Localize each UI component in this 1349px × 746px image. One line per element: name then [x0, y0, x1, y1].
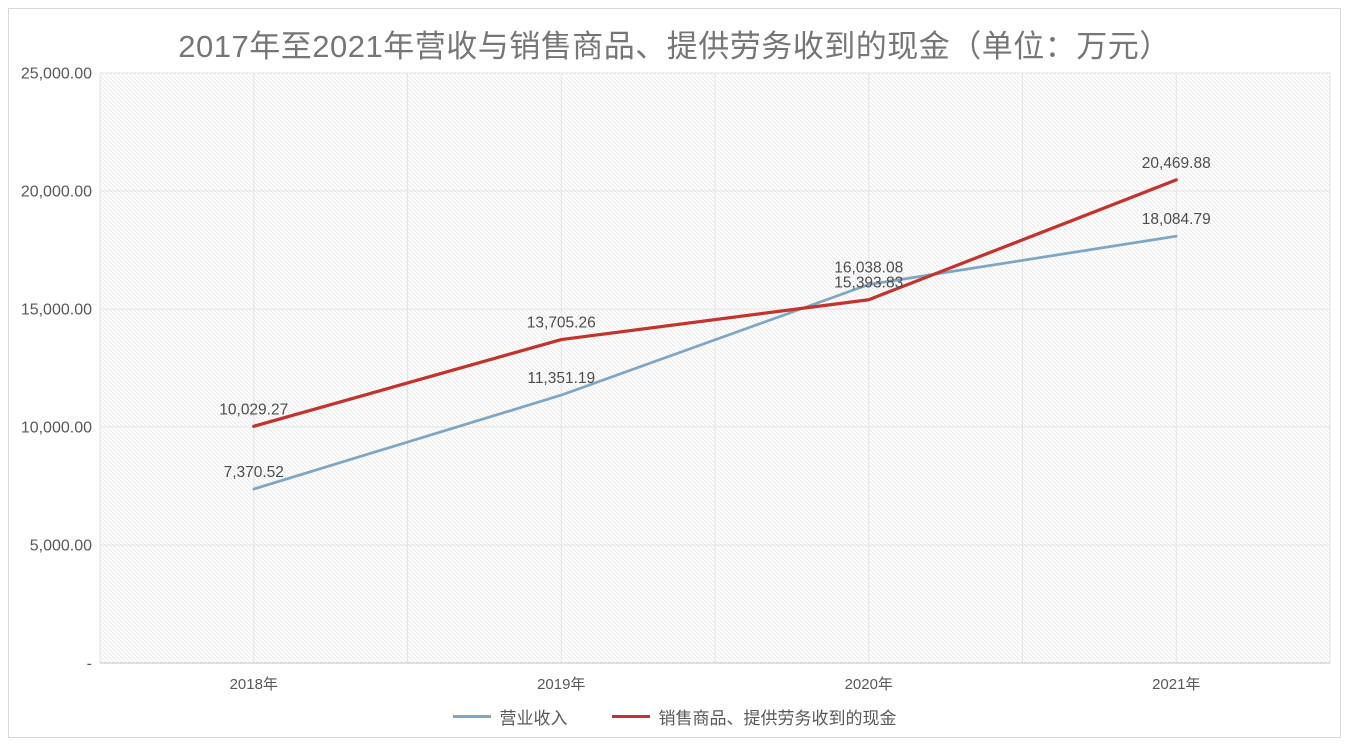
revenue-line-swatch [452, 715, 491, 718]
legend-label-cash-received: 销售商品、提供劳务收到的现金 [658, 709, 897, 728]
data-label-series-0: 11,351.19 [527, 370, 595, 387]
y-axis-tick-label: 25,000.00 [21, 66, 92, 83]
legend-item-revenue: 营业收入 [452, 704, 568, 729]
x-axis-label: 2021年 [1152, 676, 1200, 693]
data-label-series-1: 20,469.88 [1142, 155, 1211, 172]
x-axis-label: 2020年 [845, 676, 893, 693]
data-label-series-0: 16,038.08 [834, 260, 903, 277]
cash-received-line-swatch [611, 715, 650, 718]
y-axis-tick-label: 15,000.00 [21, 302, 92, 319]
y-axis-tick-label: 10,000.00 [21, 420, 92, 437]
data-label-series-1: 13,705.26 [527, 315, 596, 332]
legend-label-revenue: 营业收入 [499, 709, 568, 728]
legend-item-cash-received: 销售商品、提供劳务收到的现金 [611, 704, 897, 729]
y-axis-tick-label: 5,000.00 [30, 538, 92, 555]
chart-title: 2017年至2021年营收与销售商品、提供劳务收到的现金（单位：万元） [178, 29, 1171, 64]
data-label-series-0: 7,370.52 [224, 464, 284, 481]
series-line-1 [252, 178, 1178, 428]
chart-legend: 营业收入 销售商品、提供劳务收到的现金 [0, 704, 1349, 729]
data-label-series-0: 18,084.79 [1142, 211, 1211, 228]
x-axis-label: 2019年 [537, 676, 585, 693]
y-axis-tick-label: 20,000.00 [21, 184, 92, 201]
x-axis-label: 2018年 [230, 676, 278, 693]
data-label-series-1: 10,029.27 [219, 401, 288, 418]
y-axis-tick-label: - [87, 656, 92, 673]
series-line-0 [252, 234, 1178, 491]
data-label-series-1: 15,393.83 [834, 275, 903, 292]
